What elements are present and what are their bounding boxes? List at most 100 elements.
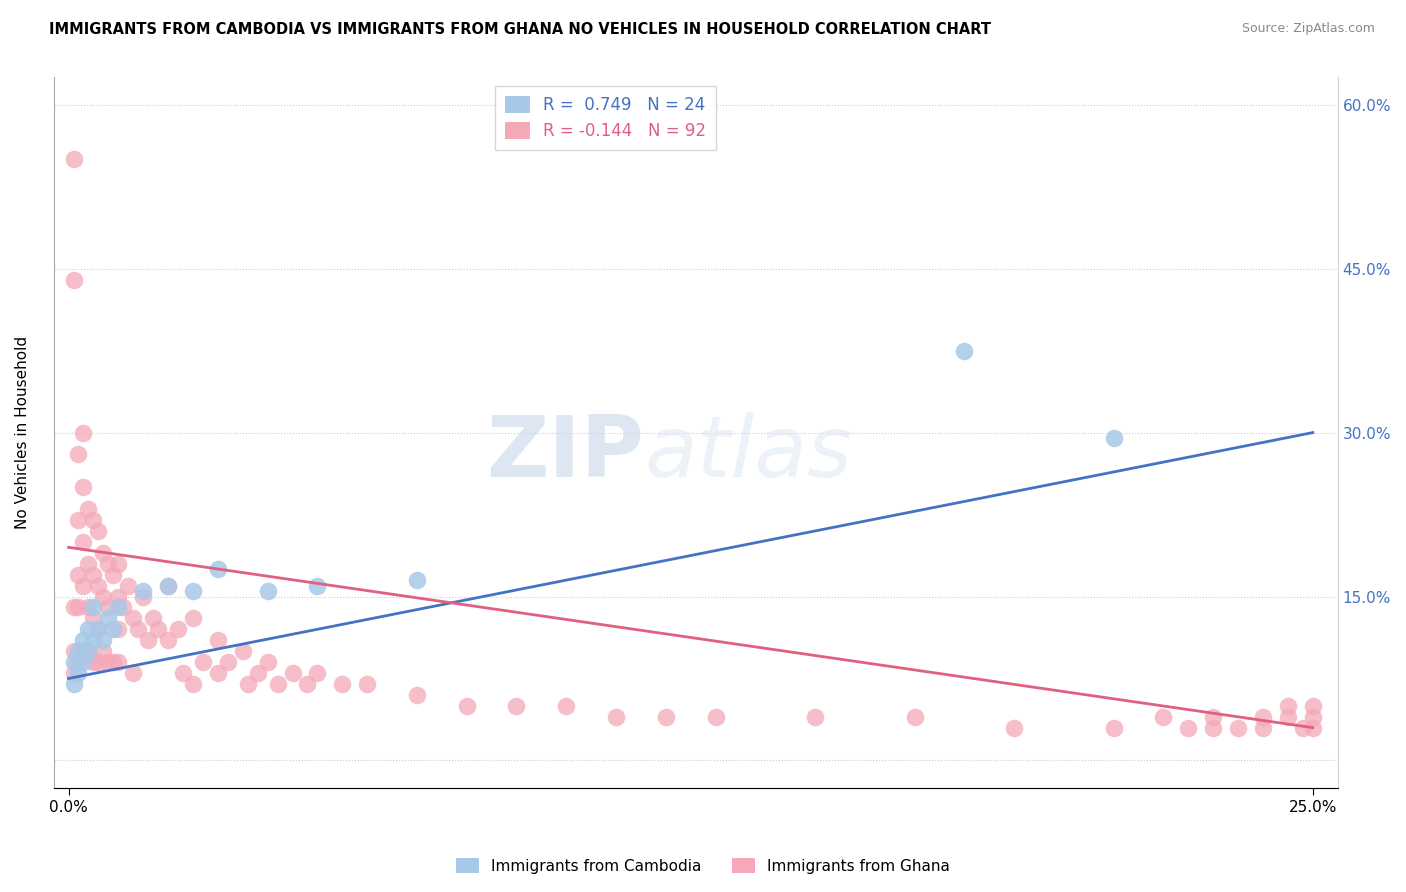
Point [266,677,288,691]
Point [256,655,278,669]
Point [1302,710,1324,724]
Point [62,272,84,286]
Point [122,611,145,625]
Point [97,557,120,571]
Point [191,655,214,669]
Point [67,665,90,680]
Point [87,524,110,538]
Text: IMMIGRANTS FROM CAMBODIA VS IMMIGRANTS FROM GHANA NO VEHICLES IN HOUSEHOLD CORRE: IMMIGRANTS FROM CAMBODIA VS IMMIGRANTS F… [49,22,991,37]
Point [1002,721,1025,735]
Point [167,622,190,636]
Point [107,590,129,604]
Point [62,655,84,669]
Point [122,665,145,680]
Point [93,633,115,648]
Point [207,633,229,648]
Point [72,480,94,494]
Point [77,644,100,658]
Point [1251,721,1274,735]
Point [72,534,94,549]
Y-axis label: No Vehicles in Household: No Vehicles in Household [15,336,30,529]
Point [97,600,120,615]
Point [103,622,125,636]
Point [307,665,329,680]
Point [62,665,84,680]
Point [93,644,115,658]
Point [172,665,194,680]
Point [256,584,278,599]
Point [82,633,104,648]
Point [330,677,353,691]
Point [72,655,94,669]
Point [1277,698,1299,713]
Point [297,677,319,691]
Point [72,633,94,648]
Point [62,153,84,167]
Point [103,655,125,669]
Point [356,677,378,691]
Legend: R =  0.749   N = 24, R = -0.144   N = 92: R = 0.749 N = 24, R = -0.144 N = 92 [495,86,717,151]
Point [107,600,129,615]
Point [82,567,104,582]
Point [72,425,94,440]
Point [1292,721,1315,735]
Text: atlas: atlas [644,412,852,495]
Point [207,665,229,680]
Point [93,546,115,560]
Point [953,343,976,358]
Point [107,557,129,571]
Point [82,655,104,669]
Point [157,633,180,648]
Point [82,611,104,625]
Point [87,578,110,592]
Point [1227,721,1250,735]
Point [117,578,139,592]
Point [77,600,100,615]
Point [605,710,627,724]
Point [406,573,429,587]
Point [72,578,94,592]
Point [146,622,169,636]
Point [236,677,259,691]
Point [804,710,827,724]
Point [77,557,100,571]
Point [704,710,727,724]
Point [505,698,527,713]
Point [406,688,429,702]
Text: ZIP: ZIP [486,412,644,495]
Point [77,502,100,516]
Point [181,677,204,691]
Point [67,644,90,658]
Point [77,622,100,636]
Point [82,600,104,615]
Point [132,584,155,599]
Point [62,677,84,691]
Point [136,633,159,648]
Point [97,611,120,625]
Point [67,567,90,582]
Point [157,578,180,592]
Point [107,655,129,669]
Point [655,710,678,724]
Point [181,584,204,599]
Legend: Immigrants from Cambodia, Immigrants from Ghana: Immigrants from Cambodia, Immigrants fro… [450,852,956,880]
Point [77,644,100,658]
Point [93,590,115,604]
Point [232,644,254,658]
Point [82,513,104,527]
Text: Source: ZipAtlas.com: Source: ZipAtlas.com [1241,22,1375,36]
Point [307,578,329,592]
Point [1102,431,1125,445]
Point [127,622,149,636]
Point [904,710,927,724]
Point [1302,721,1324,735]
Point [555,698,578,713]
Point [103,567,125,582]
Point [62,644,84,658]
Point [1277,710,1299,724]
Point [1177,721,1199,735]
Point [107,622,129,636]
Point [281,665,304,680]
Point [67,513,90,527]
Point [67,600,90,615]
